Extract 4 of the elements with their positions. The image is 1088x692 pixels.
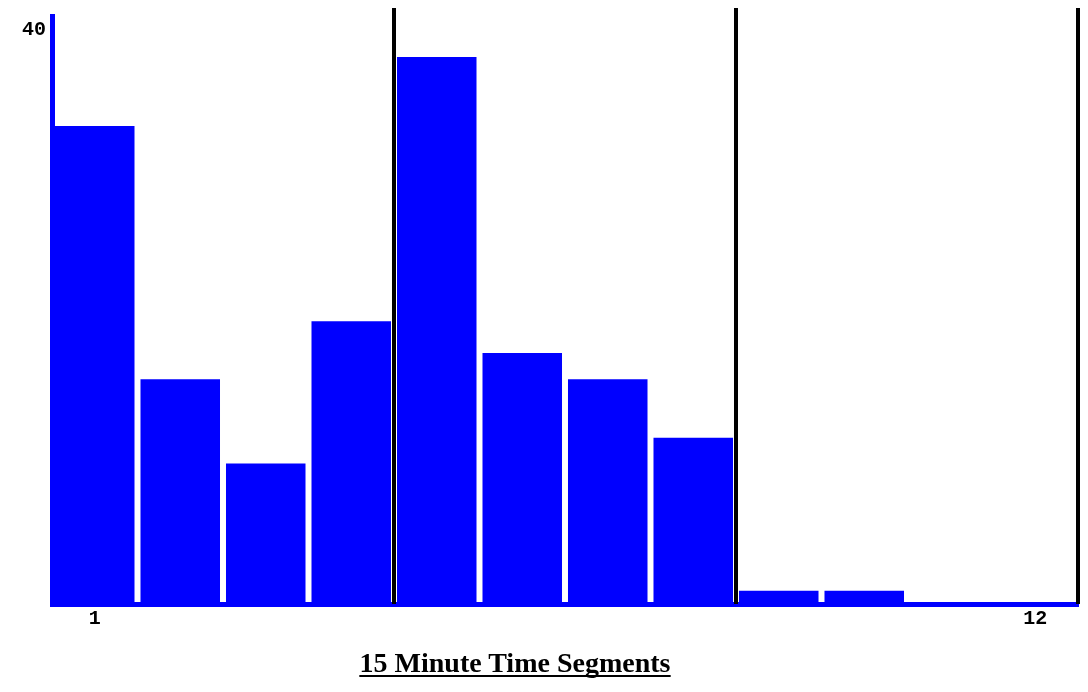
x-axis-title: 15 Minute Time Segments [359,647,671,678]
x-tick-label: 1 [88,607,101,631]
text: 40 [21,18,46,42]
x-tick-label: 12 [1023,607,1048,631]
